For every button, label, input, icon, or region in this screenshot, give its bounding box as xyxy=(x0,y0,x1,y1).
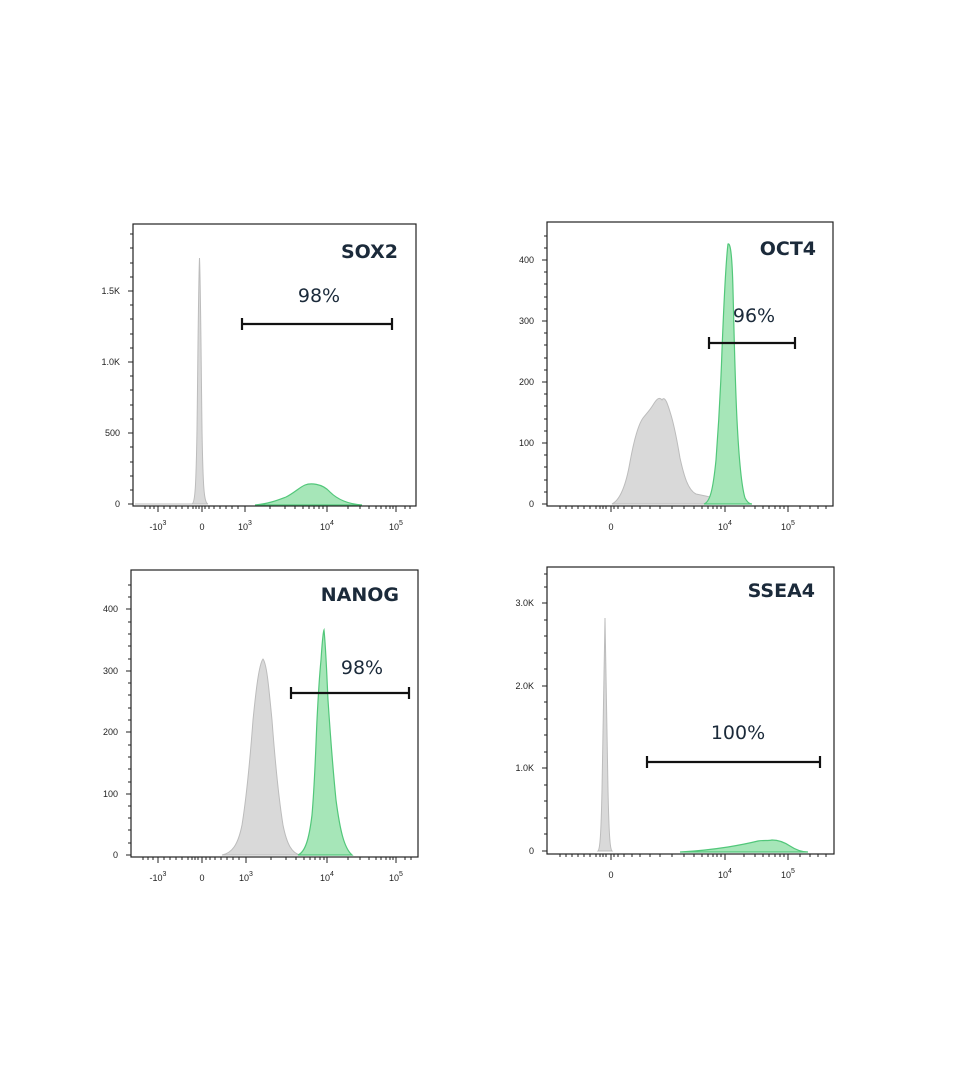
plot-frame xyxy=(132,223,417,507)
x-tick-label: 0 xyxy=(199,873,204,883)
plot-frame xyxy=(546,566,835,855)
x-tick-label: 103 xyxy=(238,520,252,532)
x-tick-label: 103 xyxy=(239,871,253,883)
x-axis: 0 104 105 xyxy=(559,854,827,880)
x-axis: -103 0 103 104 105 xyxy=(144,506,411,532)
gate-percentage: 98% xyxy=(298,285,340,307)
x-tick-label: 0 xyxy=(199,522,204,532)
y-tick-label: 1.5K xyxy=(101,286,120,296)
stained-histogram xyxy=(254,483,363,506)
panel-sox2: 0 500 1.0K 1.5K -103 0 103 104 105 98% S… xyxy=(101,223,417,532)
gate-percentage: 96% xyxy=(733,305,775,327)
y-tick-label: 1.0K xyxy=(515,763,534,773)
control-histogram xyxy=(596,617,614,852)
x-tick-label: 104 xyxy=(718,520,732,532)
panel-title: NANOG xyxy=(321,584,399,606)
x-tick-label: 0 xyxy=(608,870,613,880)
gate-bar xyxy=(707,337,797,349)
y-tick-label: 300 xyxy=(103,666,118,676)
y-tick-label: 0 xyxy=(529,846,534,856)
y-axis: 0 1.0K 2.0K 3.0K xyxy=(515,573,547,856)
x-tick-label: 105 xyxy=(389,871,403,883)
y-tick-label: 100 xyxy=(103,789,118,799)
gate-bar xyxy=(645,756,822,768)
gate-percentage: 100% xyxy=(711,722,765,744)
y-axis: 0 100 200 300 400 xyxy=(103,584,131,860)
x-tick-label: 104 xyxy=(718,868,732,880)
x-tick-label: 105 xyxy=(389,520,403,532)
panel-oct4: 0 100 200 300 400 0 104 105 96% OCT4 xyxy=(519,221,834,532)
panel-title: SSEA4 xyxy=(748,580,815,602)
y-axis: 0 100 200 300 400 xyxy=(519,235,547,509)
control-histogram xyxy=(135,257,209,505)
x-tick-label: -103 xyxy=(150,871,167,883)
y-tick-label: 1.0K xyxy=(101,357,120,367)
x-tick-label: 105 xyxy=(781,868,795,880)
panel-nanog: 0 100 200 300 400 -103 0 103 104 105 98%… xyxy=(103,569,419,883)
y-tick-label: 0 xyxy=(529,499,534,509)
y-tick-label: 400 xyxy=(103,604,118,614)
x-tick-label: 104 xyxy=(320,520,334,532)
gate-bar xyxy=(240,318,394,330)
panel-title: OCT4 xyxy=(760,238,816,260)
y-tick-label: 2.0K xyxy=(515,681,534,691)
gate-bar xyxy=(289,687,411,699)
control-histogram xyxy=(221,658,301,856)
x-tick-label: -103 xyxy=(150,520,167,532)
stained-histogram xyxy=(297,627,354,856)
y-tick-label: 200 xyxy=(103,727,118,737)
y-axis: 0 500 1.0K 1.5K xyxy=(101,233,133,509)
panel-ssea4: 0 1.0K 2.0K 3.0K 0 104 105 100% SSEA4 xyxy=(515,566,835,880)
y-tick-label: 0 xyxy=(113,850,118,860)
x-tick-label: 105 xyxy=(781,520,795,532)
x-axis: -103 0 103 104 105 xyxy=(142,857,412,883)
x-tick-label: 0 xyxy=(608,522,613,532)
gate-percentage: 98% xyxy=(341,657,383,679)
y-tick-label: 400 xyxy=(519,255,534,265)
y-tick-label: 100 xyxy=(519,438,534,448)
stained-histogram xyxy=(679,839,809,853)
stained-histogram xyxy=(703,243,753,505)
x-axis: 0 104 105 xyxy=(559,506,827,532)
y-tick-label: 300 xyxy=(519,316,534,326)
y-tick-label: 0 xyxy=(115,499,120,509)
y-tick-label: 500 xyxy=(105,428,120,438)
x-tick-label: 104 xyxy=(320,871,334,883)
y-tick-label: 200 xyxy=(519,377,534,387)
panel-title: SOX2 xyxy=(341,241,398,263)
plot-frame xyxy=(130,569,419,858)
y-tick-label: 3.0K xyxy=(515,598,534,608)
plot-frame xyxy=(546,221,834,507)
